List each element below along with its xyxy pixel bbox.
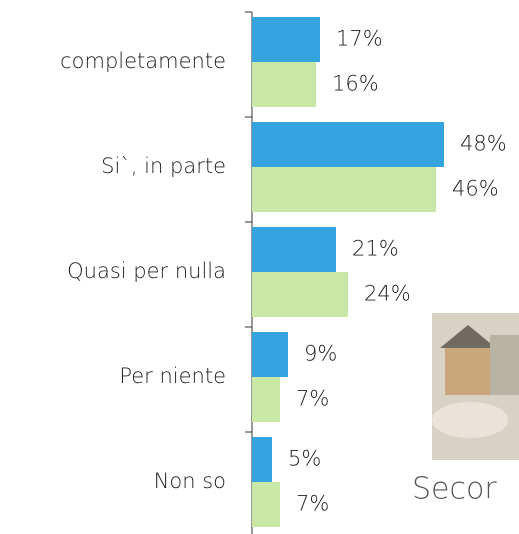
category-label: Quasi per nulla: [67, 259, 226, 283]
category-label: Si`, in parte: [101, 154, 226, 178]
bar: [252, 482, 280, 527]
category-label: Per niente: [119, 364, 226, 388]
image-caption: Secor: [412, 472, 497, 507]
bar: [252, 17, 320, 62]
value-label: 46%: [452, 177, 499, 201]
value-label: 16%: [332, 72, 379, 96]
bar: [252, 62, 316, 107]
category-label: Non so: [154, 469, 226, 493]
value-label: 9%: [304, 342, 337, 366]
picture: [432, 313, 519, 460]
bar: [252, 332, 288, 377]
value-label: 5%: [288, 447, 321, 471]
category-label: completamente: [60, 49, 226, 73]
bar: [252, 272, 348, 317]
bar: [252, 167, 436, 212]
value-label: 17%: [336, 27, 383, 51]
value-label: 24%: [364, 282, 411, 306]
bar: [252, 377, 280, 422]
bar: [252, 122, 444, 167]
value-label: 7%: [296, 387, 329, 411]
bar: [252, 437, 272, 482]
value-label: 7%: [296, 492, 329, 516]
bar: [252, 227, 336, 272]
value-label: 21%: [352, 237, 399, 261]
value-label: 48%: [460, 132, 507, 156]
